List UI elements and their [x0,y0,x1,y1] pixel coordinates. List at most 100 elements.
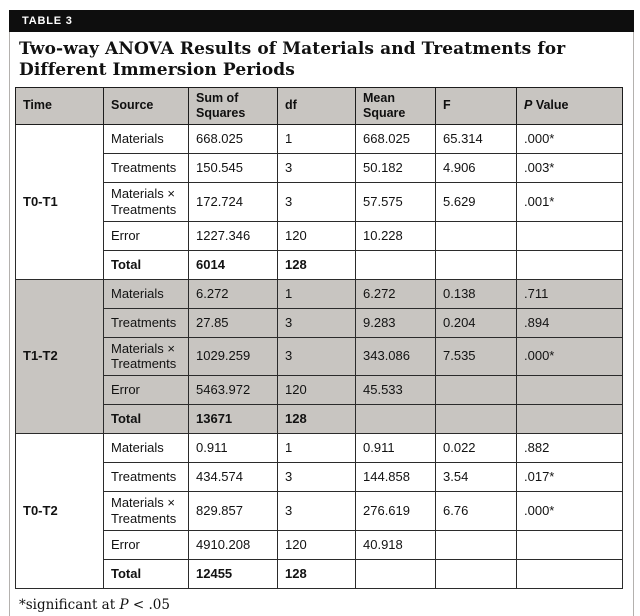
sum-of-squares-cell: 1029.259 [188,336,278,377]
mean-square-cell: 9.283 [355,307,436,338]
sum-of-squares-cell: 172.724 [188,181,278,222]
p-value-cell: .711 [516,278,623,309]
table-number-bar: TABLE 3 [9,10,634,32]
sum-of-squares-cell: 4910.208 [188,529,278,560]
sum-of-squares-cell: 150.545 [188,152,278,183]
footnote-prefix: *significant at [19,596,120,613]
table-header-row: Time Source Sum of Squares df Mean Square F P … [15,86,623,125]
table-row: Materials × Treatments 829.857 3 276.619 6.7… [16,491,623,531]
table-row: Total 13671 128 [16,404,623,435]
source-cell: Materials × Treatments [103,181,189,222]
table-row: Materials × Treatments 172.724 3 57.575 5.62… [16,181,623,222]
sum-of-squares-cell: 12455 [188,558,278,589]
column-header-f: F [435,86,517,125]
mean-square-cell: 40.918 [355,529,436,560]
df-cell: 128 [277,249,356,280]
f-cell: 6.76 [435,491,517,531]
table-row: Error 5463.972 120 45.533 [16,375,623,406]
source-cell: Error [103,375,189,406]
mean-square-cell: 10.228 [355,220,436,251]
df-cell: 3 [277,462,356,493]
table-row: Treatments 150.545 3 50.182 4.906.003* [16,152,623,183]
column-header-df: df [277,86,356,125]
f-cell [435,404,517,435]
source-cell: Error [103,529,189,560]
table-title: Two-way ANOVA Results of Materials and T… [19,39,566,81]
p-value-cell [516,375,623,406]
table-row: T1-T2 Materials 6.272 1 6.272 0.138.711 [15,278,623,435]
table-footnote: *significant at P < .05 [19,597,633,613]
p-value-cell: .017* [516,462,623,493]
table-row: Total 6014 128 [16,249,623,280]
df-cell: 1 [277,123,356,154]
table-row: Treatments 27.85 3 9.283 0.204.894 [16,307,623,338]
sum-of-squares-cell: 27.85 [188,307,278,338]
p-value-cell: .001* [516,181,623,222]
f-cell: 4.906 [435,152,517,183]
f-cell [435,375,517,406]
df-cell: 3 [277,491,356,531]
mean-square-cell: 276.619 [355,491,436,531]
df-cell: 120 [277,529,356,560]
source-cell: Materials × Treatments [103,336,189,377]
p-value-cell [516,404,623,435]
table-figure-panel: TABLE 3 Two-way ANOVA Results of Materia… [9,10,634,616]
f-cell: 0.022 [435,433,517,464]
table-row: Total 12455 128 [16,558,623,589]
source-cell: Materials × Treatments [103,491,189,531]
mean-square-cell: 50.182 [355,152,436,183]
anova-results-table: Time Source Sum of Squares df Mean Square F P … [15,86,623,589]
source-cell: Materials [103,278,189,309]
source-cell: Materials [103,123,189,154]
table-row: T0-T1 Materials 668.025 1 668.025 65.314.000* [15,123,623,280]
time-cell: T1-T2 [15,278,104,435]
mean-square-cell: 343.086 [355,336,436,377]
column-header-source: Source [103,86,189,125]
df-cell: 128 [277,404,356,435]
source-cell: Treatments [103,307,189,338]
df-cell: 3 [277,336,356,377]
mean-square-cell [355,404,436,435]
df-cell: 1 [277,278,356,309]
p-value-cell: .882 [516,433,623,464]
table-number-label: TABLE 3 [22,15,73,27]
df-cell: 3 [277,152,356,183]
time-cell: T0-T1 [15,123,104,280]
sum-of-squares-cell: 0.911 [188,433,278,464]
df-cell: 3 [277,181,356,222]
source-cell: Total [103,558,189,589]
f-cell [435,558,517,589]
p-value-cell [516,529,623,560]
source-cell: Treatments [103,152,189,183]
column-header-time: Time [15,86,104,125]
p-value-cell: .894 [516,307,623,338]
sum-of-squares-cell: 668.025 [188,123,278,154]
sum-of-squares-cell: 829.857 [188,491,278,531]
f-cell [435,249,517,280]
source-cell: Total [103,404,189,435]
source-cell: Total [103,249,189,280]
table-row: Error 1227.346 120 10.228 [16,220,623,251]
mean-square-cell: 45.533 [355,375,436,406]
source-cell: Error [103,220,189,251]
p-value-cell [516,220,623,251]
sum-of-squares-cell: 6.272 [188,278,278,309]
mean-square-cell [355,249,436,280]
df-cell: 120 [277,220,356,251]
f-cell: 65.314 [435,123,517,154]
p-value-cell: .003* [516,152,623,183]
table-row: Error 4910.208 120 40.918 [16,529,623,560]
mean-square-cell: 0.911 [355,433,436,464]
p-value-cell: .000* [516,491,623,531]
column-header-mean-square: Mean Square [355,86,436,125]
mean-square-cell: 57.575 [355,181,436,222]
mean-square-cell: 6.272 [355,278,436,309]
p-value-cell: .000* [516,336,623,377]
f-cell [435,220,517,251]
f-cell: 3.54 [435,462,517,493]
column-header-p-value: P Value [516,86,623,125]
mean-square-cell [355,558,436,589]
sum-of-squares-cell: 13671 [188,404,278,435]
footnote-suffix: < .05 [128,596,170,613]
footnote-p-symbol: P [119,596,129,613]
